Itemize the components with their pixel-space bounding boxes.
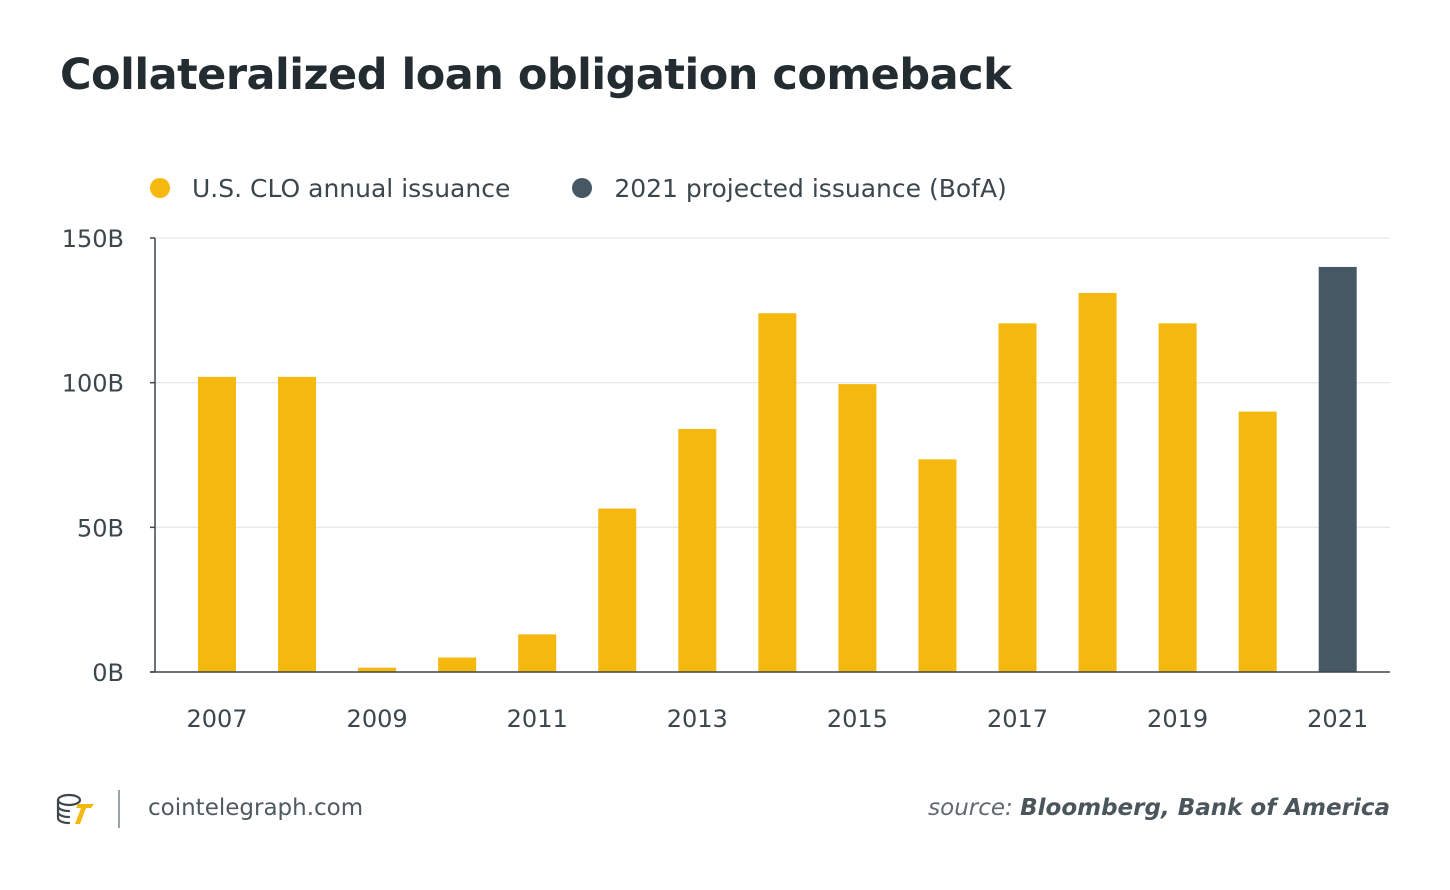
x-tick-label: 2015 — [827, 705, 888, 733]
bar-2021 — [1318, 266, 1357, 672]
y-tick-label: 0B — [92, 659, 124, 687]
legend-dot-projected-issuance — [572, 178, 593, 198]
bar-2012 — [598, 508, 637, 672]
x-tick-label: 2017 — [987, 705, 1048, 733]
x-tick-label: 2009 — [347, 705, 408, 733]
bar-2017 — [998, 323, 1037, 672]
footer-site[interactable]: cointelegraph.com — [148, 795, 364, 821]
source-prefix: source: — [928, 795, 1013, 821]
legend-item-projected-issuance: 2021 projected issuance (BofA) — [572, 173, 1007, 203]
bar-2019 — [1158, 323, 1197, 672]
bars — [198, 266, 1357, 672]
bar-2015 — [838, 384, 877, 672]
footer-divider — [118, 790, 120, 828]
x-tick-label: 2011 — [507, 705, 568, 733]
x-tick-label: 2013 — [667, 705, 728, 733]
x-tick-label: 2021 — [1307, 705, 1368, 733]
bar-2007 — [198, 376, 236, 672]
x-tick-label: 2019 — [1147, 705, 1208, 733]
footer-source: source: Bloomberg, Bank of America — [928, 795, 1390, 821]
tick-labels: 0B 50B 100B 150B 2007 2009 2011 2013 2015 2017 201… — [62, 225, 1369, 733]
y-tick-label: 150B — [62, 225, 124, 253]
legend-label-annual-issuance: U.S. CLO annual issuance — [192, 173, 511, 203]
bar-2016 — [918, 459, 957, 672]
axes — [150, 237, 1390, 673]
bar-2020 — [1238, 411, 1277, 672]
bar-2009 — [358, 667, 397, 672]
chart-legend: U.S. CLO annual issuance 2021 projected … — [150, 172, 1007, 204]
legend-label-projected-issuance: 2021 projected issuance (BofA) — [614, 173, 1007, 203]
x-tick-label: 2007 — [186, 705, 247, 733]
bar-2011 — [518, 634, 557, 672]
cointelegraph-logo-icon — [56, 793, 94, 825]
bar-2018 — [1078, 292, 1117, 672]
y-tick-label: 50B — [77, 514, 124, 542]
legend-dot-annual-issuance — [150, 178, 170, 198]
chart-title: Collateralized loan obligation comeback — [60, 50, 1012, 100]
bar-2014 — [758, 313, 797, 672]
bar-2010 — [438, 657, 477, 672]
source-text: Bloomberg, Bank of America — [1020, 795, 1390, 821]
legend-item-annual-issuance: U.S. CLO annual issuance — [150, 174, 510, 203]
bar-2013 — [678, 428, 717, 672]
y-tick-label: 100B — [62, 370, 124, 398]
bar-2008 — [278, 376, 317, 672]
